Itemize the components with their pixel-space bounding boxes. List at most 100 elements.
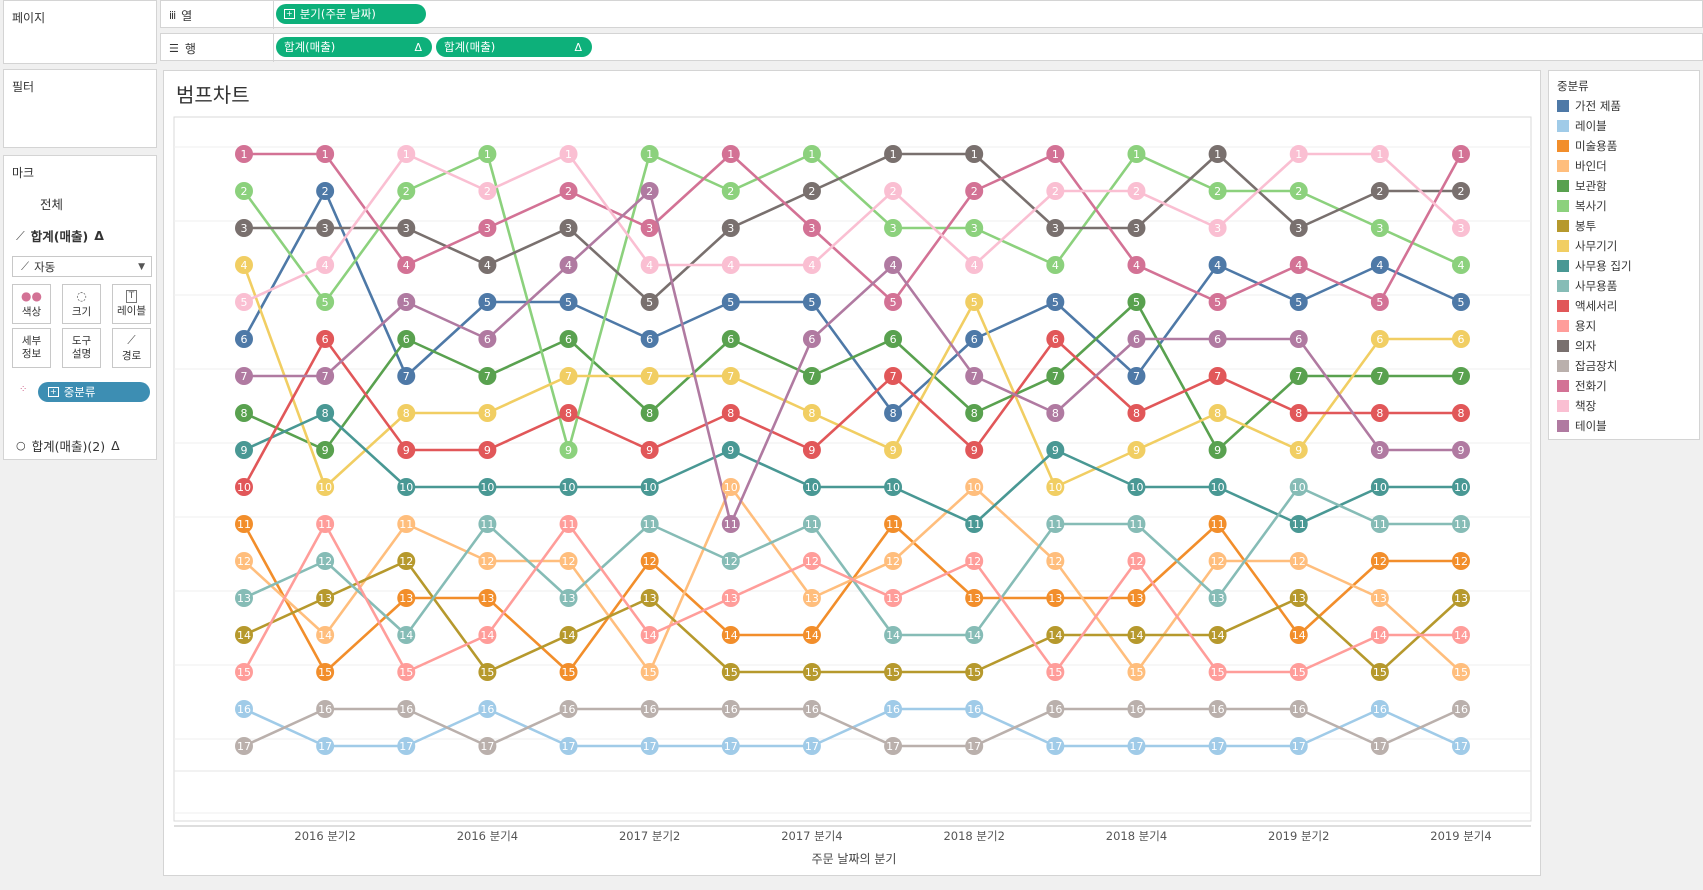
legend-label: 전화기 <box>1575 379 1607 393</box>
legend-item[interactable]: 사무용품 <box>1557 277 1617 295</box>
rank-label: 5 <box>565 296 572 309</box>
rank-point <box>316 515 335 533</box>
rank-label: 5 <box>1458 296 1465 309</box>
legend-item[interactable]: 사무용 집기 <box>1557 257 1632 275</box>
color-button[interactable]: ●● 색상 <box>12 284 51 324</box>
rank-point <box>721 552 740 570</box>
columns-pill[interactable]: + 분기(주문 날짜) <box>276 4 426 24</box>
rank-label: 3 <box>890 222 897 235</box>
rank-point <box>1208 330 1227 348</box>
rank-label: 13 <box>1454 592 1468 605</box>
legend-swatch <box>1557 360 1569 372</box>
legend-item[interactable]: 복사기 <box>1557 197 1607 215</box>
legend-item[interactable]: 미술용품 <box>1557 137 1617 155</box>
rank-point <box>397 626 416 644</box>
detail-button[interactable]: 세부 정보 <box>12 328 51 368</box>
legend-swatch <box>1557 380 1569 392</box>
marks-measure2-card[interactable]: ○ 합계(매출)(2) Δ <box>16 436 120 455</box>
rank-label: 12 <box>318 555 332 568</box>
rank-label: 4 <box>1052 259 1059 272</box>
legend-item[interactable]: 가전 제품 <box>1557 97 1621 115</box>
rank-label: 7 <box>322 370 329 383</box>
rank-label: 1 <box>241 148 248 161</box>
legend-item[interactable]: 액세서리 <box>1557 297 1617 315</box>
legend-item[interactable]: 바인더 <box>1557 157 1607 175</box>
legend-item[interactable]: 잡금장치 <box>1557 357 1617 375</box>
rank-label: 3 <box>1214 222 1221 235</box>
rank-point <box>1452 700 1470 718</box>
rank-label: 8 <box>241 407 248 420</box>
rank-point <box>1370 515 1389 533</box>
legend-item[interactable]: 의자 <box>1557 337 1596 355</box>
path-button[interactable]: ⟋ 경로 <box>112 328 151 368</box>
mark-type-dropdown[interactable]: ⟋ 자동 ▼ <box>12 256 152 277</box>
rank-point <box>559 663 578 681</box>
rank-point <box>235 219 253 237</box>
rows-pill-1[interactable]: 합계(매출) Δ <box>276 37 432 57</box>
rank-label: 7 <box>241 370 248 383</box>
rank-label: 5 <box>971 296 978 309</box>
rank-label: 2 <box>1133 185 1140 198</box>
rank-point <box>1208 145 1227 163</box>
rows-pill-2[interactable]: 합계(매출) Δ <box>436 37 592 57</box>
rank-point <box>1208 737 1227 755</box>
rows-shelf-label: ☰ 행 <box>169 40 196 57</box>
rank-point <box>640 737 659 755</box>
marks-all-card[interactable]: 전체 <box>40 194 63 213</box>
rank-point <box>478 441 497 459</box>
rank-label: 8 <box>565 407 572 420</box>
rank-label: 4 <box>890 259 897 272</box>
rank-label: 5 <box>727 296 734 309</box>
rank-point <box>1370 663 1389 681</box>
rank-point <box>559 552 578 570</box>
marks-measure-card[interactable]: ⟋ 합계(매출) Δ <box>16 226 104 245</box>
rank-point <box>1452 515 1470 533</box>
legend-item[interactable]: 테이블 <box>1557 417 1607 435</box>
tooltip-button[interactable]: 도구 설명 <box>62 328 101 368</box>
rank-point <box>1127 367 1146 385</box>
rank-label: 12 <box>1292 555 1306 568</box>
color-field-pill[interactable]: + 중분류 <box>38 382 150 402</box>
rank-point <box>802 589 821 607</box>
rank-point <box>884 145 903 163</box>
label-button[interactable]: T 레이블 <box>112 284 151 324</box>
rank-point <box>1370 552 1389 570</box>
legend-swatch <box>1557 140 1569 152</box>
rank-label: 15 <box>318 666 332 679</box>
legend-label: 봉투 <box>1575 219 1597 233</box>
rank-label: 1 <box>646 148 653 161</box>
rank-label: 14 <box>724 629 738 642</box>
legend-item[interactable]: 전화기 <box>1557 377 1607 395</box>
columns-shelf[interactable]: iii 열 + 분기(주문 날짜) <box>160 0 1703 29</box>
rank-point <box>965 145 984 163</box>
rank-label: 5 <box>808 296 815 309</box>
rank-point <box>965 589 984 607</box>
rank-point <box>316 737 335 755</box>
rank-label: 10 <box>643 481 657 494</box>
rank-label: 17 <box>480 740 494 753</box>
rank-label: 11 <box>237 518 251 531</box>
legend-item[interactable]: 레이블 <box>1557 117 1607 135</box>
rank-point <box>559 478 578 496</box>
rank-label: 9 <box>1458 444 1465 457</box>
color-legend: 중분류 가전 제품 레이블 미술용품 바인더 보관함 복사기 봉투 사무기기 사무용 집기 사무용… <box>1548 70 1700 440</box>
rank-point <box>1127 626 1146 644</box>
legend-item[interactable]: 봉투 <box>1557 217 1596 235</box>
rank-label: 3 <box>1458 222 1465 235</box>
legend-item[interactable]: 보관함 <box>1557 177 1607 195</box>
rank-point <box>721 626 740 644</box>
rank-point <box>1370 367 1389 385</box>
size-button[interactable]: ◌ 크기 <box>62 284 101 324</box>
legend-item[interactable]: 사무기기 <box>1557 237 1617 255</box>
rank-label: 12 <box>1211 555 1225 568</box>
legend-item[interactable]: 용지 <box>1557 317 1596 335</box>
x-tick-label: 2016 분기4 <box>457 829 518 843</box>
rows-shelf[interactable]: ☰ 행 합계(매출) Δ 합계(매출) Δ <box>160 33 1703 62</box>
mark-type-value: 자동 <box>34 259 56 274</box>
rank-point <box>1289 145 1308 163</box>
legend-item[interactable]: 책장 <box>1557 397 1596 415</box>
rank-point <box>1289 256 1308 274</box>
rank-point <box>1452 478 1470 496</box>
rank-point <box>721 182 740 200</box>
legend-swatch <box>1557 100 1569 112</box>
